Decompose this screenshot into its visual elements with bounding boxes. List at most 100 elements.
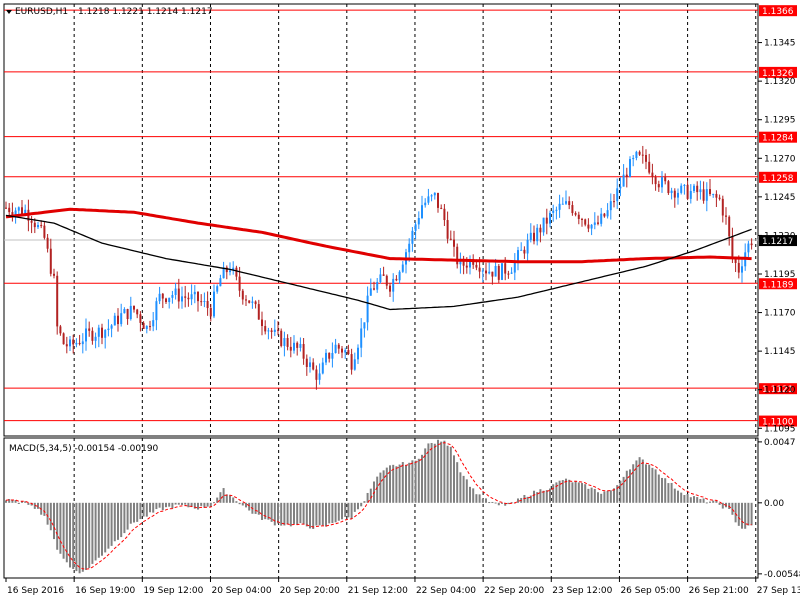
macd-bar <box>85 502 87 570</box>
macd-bar <box>158 502 161 508</box>
macd-bar <box>69 502 71 568</box>
candle-body <box>264 326 267 332</box>
macd-bar <box>552 484 555 503</box>
macd-bar <box>174 502 177 505</box>
candle-body <box>181 296 183 302</box>
macd-bar <box>145 502 148 517</box>
macd-bar <box>129 502 132 524</box>
candle-body <box>69 339 71 347</box>
macd-bar <box>209 502 212 507</box>
candle-body <box>91 330 94 341</box>
candle-body <box>261 319 263 327</box>
macd-bar <box>737 502 740 526</box>
macd-bar <box>478 494 481 503</box>
candle-body <box>81 341 84 345</box>
candle-body <box>529 232 532 240</box>
macd-bar <box>472 488 475 503</box>
candle-body <box>200 301 203 303</box>
macd-axis: 0.0047 0.00 -0.00548 <box>758 438 800 580</box>
candle-body <box>641 154 644 156</box>
macd-bar <box>437 439 439 503</box>
macd-bar <box>254 502 257 514</box>
candle-body <box>705 189 708 201</box>
macd-bar <box>216 497 219 503</box>
macd-bar <box>203 502 206 508</box>
candle-body <box>731 236 734 259</box>
candle-body <box>75 342 78 345</box>
macd-bar <box>440 441 443 503</box>
candle-body <box>523 249 526 254</box>
candle-body <box>117 315 119 325</box>
candle-body <box>5 207 7 209</box>
candle-body <box>657 184 660 188</box>
candle-body <box>88 328 91 331</box>
x-tick-label: 20 Sep 20:00 <box>280 586 340 596</box>
macd-bar <box>219 492 222 503</box>
macd-bar <box>747 502 750 526</box>
macd-bar <box>491 501 494 503</box>
x-tick-label: 16 Sep 2016 <box>7 586 64 596</box>
macd-bar <box>398 464 401 503</box>
candle-body <box>465 265 468 268</box>
y-tick-label: 1.1295 <box>764 116 796 126</box>
macd-bar <box>475 494 478 503</box>
candle-body <box>603 213 606 217</box>
x-tick-label: 22 Sep 04:00 <box>416 586 476 596</box>
candle-body <box>702 189 705 201</box>
macd-bar <box>302 502 305 525</box>
candle-body <box>734 258 737 263</box>
x-tick-label: 26 Sep 05:00 <box>620 586 680 596</box>
candle-body <box>62 333 65 345</box>
macd-bar <box>136 502 139 522</box>
candle-body <box>721 198 724 216</box>
macd-bar <box>139 502 142 520</box>
x-tick-label: 26 Sep 21:00 <box>689 586 749 596</box>
macd-histogram <box>5 439 753 574</box>
level-tag-label: 1.1121 <box>762 385 794 395</box>
triangle-down-icon[interactable] <box>6 10 12 14</box>
macd-bar <box>257 502 260 515</box>
macd-bar <box>702 498 705 503</box>
candle-body <box>401 264 404 272</box>
macd-bar <box>72 502 75 569</box>
candle-body <box>257 304 260 320</box>
candle-body <box>344 350 347 353</box>
candle-body <box>30 220 33 223</box>
macd-bar <box>168 502 171 507</box>
candle-body <box>568 201 571 206</box>
macd-bar <box>161 502 164 511</box>
candle-body <box>312 362 315 370</box>
candle-body <box>606 210 609 217</box>
candle-body <box>469 259 471 268</box>
macd-bar <box>369 488 372 503</box>
macd-bar <box>200 502 203 506</box>
candle-body <box>350 354 353 370</box>
macd-bar <box>545 490 548 503</box>
candle-body <box>696 185 699 193</box>
candle-body <box>142 322 145 329</box>
candle-body <box>600 213 603 224</box>
macd-bar <box>433 443 436 503</box>
candle-body <box>72 339 75 345</box>
candle-body <box>670 190 673 194</box>
macd-bar <box>504 502 507 506</box>
macd-bar <box>91 502 94 564</box>
candle-body <box>302 344 305 359</box>
macd-bar <box>625 470 628 503</box>
macd-bar <box>283 502 286 526</box>
candle-body <box>398 271 401 281</box>
macd-bar <box>277 502 279 524</box>
macd-bar <box>296 502 299 525</box>
macd-bar <box>411 460 414 503</box>
macd-bar <box>395 466 398 503</box>
macd-bar <box>587 488 590 503</box>
candle-body <box>725 215 727 217</box>
macd-bar <box>485 498 487 503</box>
candle-body <box>171 294 174 298</box>
candle-body <box>545 217 548 224</box>
macd-bar <box>30 502 33 506</box>
candle-body <box>497 265 500 280</box>
macd-bar <box>321 502 324 526</box>
y-tick-label: 1.1170 <box>764 309 796 319</box>
candle-body <box>664 177 667 182</box>
